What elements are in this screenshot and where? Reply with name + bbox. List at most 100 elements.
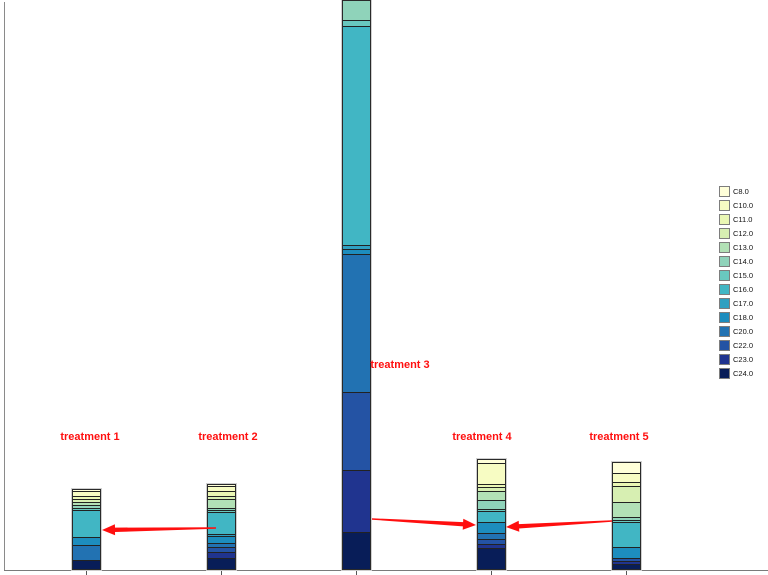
bar-segment-C10.0 [477, 464, 505, 485]
legend-swatch-icon [719, 284, 730, 295]
bar-segment-C24.0 [72, 561, 100, 569]
legend-swatch-icon [719, 214, 730, 225]
legend-swatch-icon [719, 228, 730, 239]
legend-label: C22.0 [733, 341, 754, 350]
bar-segment-C18.0 [342, 250, 370, 255]
stacked-bar-2 [206, 484, 236, 570]
bar-segment-C13.0 [477, 492, 505, 501]
bar-segment-C15.0 [477, 510, 505, 512]
legend-label: C18.0 [733, 313, 754, 322]
legend-item-C23.0: C23.0 [719, 354, 753, 365]
bar-segment-C18.0 [477, 523, 505, 534]
bar-segment-C24.0 [342, 533, 370, 569]
bar-segment-C11.0 [207, 492, 235, 497]
legend-item-C22.0: C22.0 [719, 340, 753, 351]
bar-segment-C8.0 [72, 490, 100, 492]
bar-segment-C20.0 [342, 255, 370, 393]
bar-segment-C22.0 [612, 559, 640, 562]
treatment-label-2: treatment 2 [198, 431, 258, 443]
bar-segment-C18.0 [72, 538, 100, 546]
bar-segment-C12.0 [477, 488, 505, 492]
bar-segment-C8.0 [612, 463, 640, 474]
bar-segment-C10.0 [72, 492, 100, 497]
legend-swatch-icon [719, 242, 730, 253]
legend-item-C8.0: C8.0 [719, 186, 753, 197]
bar-segment-C13.0 [72, 503, 100, 506]
bar-segment-C16.0 [612, 523, 640, 548]
bar-segment-C11.0 [477, 485, 505, 488]
legend-item-C11.0: C11.0 [719, 214, 753, 225]
bar-segment-C12.0 [612, 487, 640, 503]
bar-segment-C11.0 [72, 497, 100, 500]
bar-segment-C17.0 [207, 535, 235, 537]
bar-segment-C14.0 [72, 506, 100, 509]
legend-label: C23.0 [733, 355, 754, 364]
legend-label: C8.0 [733, 187, 749, 196]
bar-segment-C18.0 [207, 537, 235, 544]
x-axis-tick [86, 571, 87, 575]
legend-item-C10.0: C10.0 [719, 200, 753, 211]
bar-segment-C11.0 [612, 483, 640, 487]
stacked-bar-4 [476, 459, 506, 570]
bar-segment-C13.0 [207, 500, 235, 509]
bar-segment-C8.0 [477, 460, 505, 464]
stacked-bar-3 [341, 0, 371, 570]
bar-segment-C23.0 [612, 562, 640, 565]
legend-swatch-icon [719, 326, 730, 337]
legend-label: C11.0 [733, 215, 753, 224]
bar-segment-C8.0 [207, 485, 235, 487]
legend-item-C17.0: C17.0 [719, 298, 753, 309]
bar-segment-C20.0 [207, 544, 235, 548]
legend-label: C10.0 [733, 201, 754, 210]
x-axis-tick [356, 571, 357, 575]
bar-segment-C15.0 [342, 21, 370, 27]
bar-segment-C15.0 [207, 511, 235, 513]
legend-label: C15.0 [733, 271, 754, 280]
annotation-arrow-2 [372, 518, 476, 530]
treatment-label-1: treatment 1 [60, 431, 120, 443]
bar-segment-C24.0 [207, 559, 235, 569]
legend-swatch-icon [719, 298, 730, 309]
legend-swatch-icon [719, 256, 730, 267]
bar-segment-C10.0 [612, 474, 640, 483]
legend-swatch-icon [719, 354, 730, 365]
bar-segment-C22.0 [342, 393, 370, 471]
x-axis-tick [626, 571, 627, 575]
bar-segment-C23.0 [342, 471, 370, 533]
legend-label: C16.0 [733, 285, 754, 294]
legend-item-C18.0: C18.0 [719, 312, 753, 323]
bar-segment-C16.0 [342, 27, 370, 246]
legend-swatch-icon [719, 270, 730, 281]
bar-segment-C12.0 [207, 497, 235, 500]
legend-item-C13.0: C13.0 [719, 242, 753, 253]
legend-label: C14.0 [733, 257, 754, 266]
bar-segment-C14.0 [477, 501, 505, 510]
y-axis-line [4, 2, 5, 571]
legend-item-C14.0: C14.0 [719, 256, 753, 267]
bar-segment-C15.0 [72, 509, 100, 511]
bar-segment-C16.0 [207, 513, 235, 535]
stacked-bar-1 [71, 489, 101, 570]
bar-segment-C17.0 [342, 246, 370, 250]
legend-label: C17.0 [733, 299, 754, 308]
legend-item-C15.0: C15.0 [719, 270, 753, 281]
bar-segment-C20.0 [477, 534, 505, 540]
legend-item-C24.0: C24.0 [719, 368, 753, 379]
x-axis-line [4, 570, 768, 571]
legend-item-C12.0: C12.0 [719, 228, 753, 239]
legend-swatch-icon [719, 368, 730, 379]
x-axis-tick [221, 571, 222, 575]
x-axis-tick [491, 571, 492, 575]
bar-segment-C23.0 [477, 545, 505, 549]
treatment-label-4: treatment 4 [452, 431, 512, 443]
bar-segment-C10.0 [207, 487, 235, 492]
legend-swatch-icon [719, 200, 730, 211]
legend-label: C12.0 [733, 229, 754, 238]
bar-segment-C22.0 [477, 540, 505, 545]
legend-item-C20.0: C20.0 [719, 326, 753, 337]
bar-segment-C18.0 [612, 548, 640, 559]
legend-label: C20.0 [733, 327, 754, 336]
bar-segment-C24.0 [612, 565, 640, 569]
